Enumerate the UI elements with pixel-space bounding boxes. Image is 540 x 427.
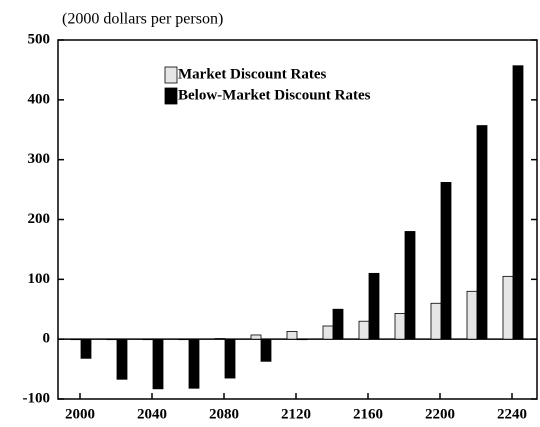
bar [142, 338, 154, 341]
y-tick-label: 300 [28, 151, 51, 167]
legend-swatch [164, 66, 178, 84]
legend-swatch [164, 87, 178, 105]
bar [188, 338, 200, 389]
bar [466, 290, 478, 340]
y-tick-label: -100 [23, 390, 51, 406]
x-tick-label: 2240 [497, 406, 527, 422]
bar [260, 338, 272, 362]
bar [250, 334, 262, 340]
bar [70, 338, 82, 341]
y-tick-label: 400 [28, 91, 51, 107]
x-tick-label: 2200 [425, 406, 455, 422]
x-tick-label: 2040 [137, 406, 167, 422]
y-tick-label: 0 [43, 331, 51, 347]
bar [502, 275, 514, 340]
y-tick-label: 100 [28, 271, 51, 287]
x-tick-label: 2160 [353, 406, 383, 422]
bar [332, 308, 344, 340]
bar [322, 325, 334, 340]
y-tick-label: 500 [28, 31, 51, 47]
bar [286, 330, 298, 340]
bar [80, 338, 92, 359]
bar [358, 320, 370, 340]
bar [430, 302, 442, 340]
bar [296, 338, 308, 341]
legend-label: Market Discount Rates [178, 66, 326, 82]
x-tick-label: 2080 [209, 406, 239, 422]
bar [178, 338, 190, 341]
bar [224, 338, 236, 379]
bar [152, 338, 164, 390]
bar [476, 125, 488, 340]
bar [512, 65, 524, 340]
legend-label: Below-Market Discount Rates [178, 87, 371, 103]
bar [440, 182, 452, 340]
y-tick-label: 200 [28, 211, 51, 227]
x-tick-label: 2000 [65, 406, 95, 422]
bar [116, 338, 128, 380]
bar [394, 313, 406, 340]
bar [214, 338, 226, 340]
bar [106, 338, 118, 341]
y-axis-label: (2000 dollars per person) [62, 11, 223, 28]
bar [368, 272, 380, 340]
bar [404, 231, 416, 340]
x-tick-label: 2120 [281, 406, 311, 422]
